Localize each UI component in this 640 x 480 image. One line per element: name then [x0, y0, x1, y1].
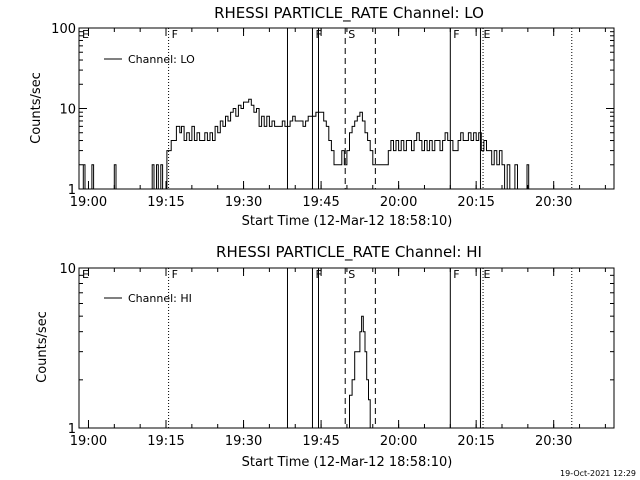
- y-tick-label: 1: [68, 183, 76, 198]
- x-tick-label: 19:15: [147, 195, 184, 210]
- x-tick-label: 19:30: [225, 195, 262, 210]
- x-tick-label: 20:00: [380, 195, 417, 210]
- y-axis-label: Counts/sec: [29, 72, 44, 144]
- y-axis-label: Counts/sec: [35, 311, 50, 383]
- data-series-line: [81, 98, 530, 190]
- event-marker-label: E: [82, 268, 89, 281]
- chart-title: RHESSI PARTICLE_RATE Channel: HI: [216, 243, 482, 262]
- event-marker-label: E: [483, 28, 490, 41]
- y-tick-label: 100: [51, 22, 76, 37]
- legend-label: Channel: LO: [128, 53, 195, 66]
- event-marker-label: F: [453, 268, 459, 281]
- x-axis-label: Start Time (12-Mar-12 18:58:10): [242, 455, 453, 470]
- panel-lo: RHESSI PARTICLE_RATE Channel: LO Counts/…: [29, 4, 615, 229]
- event-marker-label: F: [172, 28, 178, 41]
- x-tick-label: 20:30: [535, 195, 572, 210]
- data-series-line: [346, 315, 371, 429]
- x-tick-label: 20:15: [457, 434, 494, 449]
- x-tick-label: 19:30: [225, 434, 262, 449]
- y-tick-label: 10: [59, 103, 76, 118]
- x-tick-label: 20:00: [380, 434, 417, 449]
- event-marker-label: F: [453, 28, 459, 41]
- generated-timestamp: 19-Oct-2021 12:29: [560, 469, 636, 478]
- event-marker-label: E: [82, 28, 89, 41]
- x-tick-label: 19:00: [70, 195, 107, 210]
- x-tick-label: 20:15: [457, 195, 494, 210]
- chart-title: RHESSI PARTICLE_RATE Channel: LO: [214, 4, 484, 23]
- legend: Channel: LO: [104, 53, 195, 66]
- x-tick-label: 20:30: [535, 434, 572, 449]
- x-axis-label: Start Time (12-Mar-12 18:58:10): [242, 214, 453, 229]
- panel-hi: RHESSI PARTICLE_RATE Channel: HI Counts/…: [35, 243, 615, 470]
- y-tick-label: 1: [68, 422, 76, 437]
- event-marker-label: F: [172, 268, 178, 281]
- event-marker-label: S: [348, 268, 355, 281]
- x-tick-label: 19:45: [302, 434, 339, 449]
- event-marker-label: E: [483, 268, 490, 281]
- x-tick-label: 19:45: [302, 195, 339, 210]
- legend: Channel: HI: [104, 292, 192, 305]
- x-tick-label: 19:15: [147, 434, 184, 449]
- y-tick-label: 10: [59, 262, 76, 277]
- legend-label: Channel: HI: [128, 292, 192, 305]
- event-marker-label: S: [348, 28, 355, 41]
- x-tick-label: 19:00: [70, 434, 107, 449]
